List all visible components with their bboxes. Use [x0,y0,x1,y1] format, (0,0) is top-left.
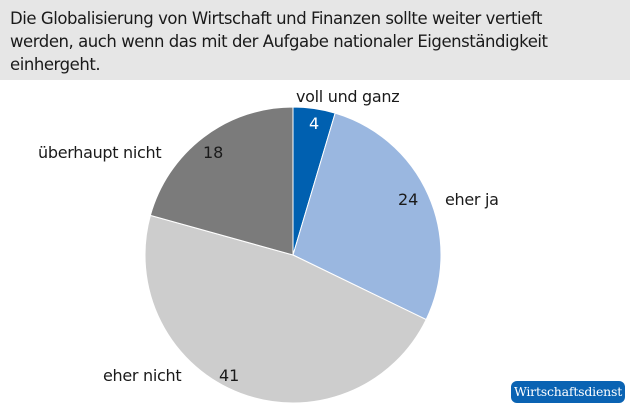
chart-title: Die Globalisierung von Wirtschaft und Fi… [10,9,548,74]
slice-label-ueberhaupt-nicht: überhaupt nicht [38,143,162,162]
chart-header: Die Globalisierung von Wirtschaft und Fi… [0,0,630,80]
pie-slice-ueberhaupt-nicht [149,106,294,256]
slice-value-voll-und-ganz: 4 [309,114,320,133]
pie-slice-eher-nicht [144,214,427,404]
slice-label-voll-und-ganz: voll und ganz [296,87,400,106]
slice-label-eher-ja: eher ja [445,190,499,209]
slice-value-eher-nicht: 41 [219,366,240,385]
slice-value-eher-ja: 24 [398,190,419,209]
slice-value-ueberhaupt-nicht: 18 [203,143,224,162]
pie-slice-eher-ja [292,112,442,321]
slice-label-eher-nicht: eher nicht [103,366,182,385]
wirtschaftsdienst-logo: Wirtschaftsdienst [511,381,625,403]
